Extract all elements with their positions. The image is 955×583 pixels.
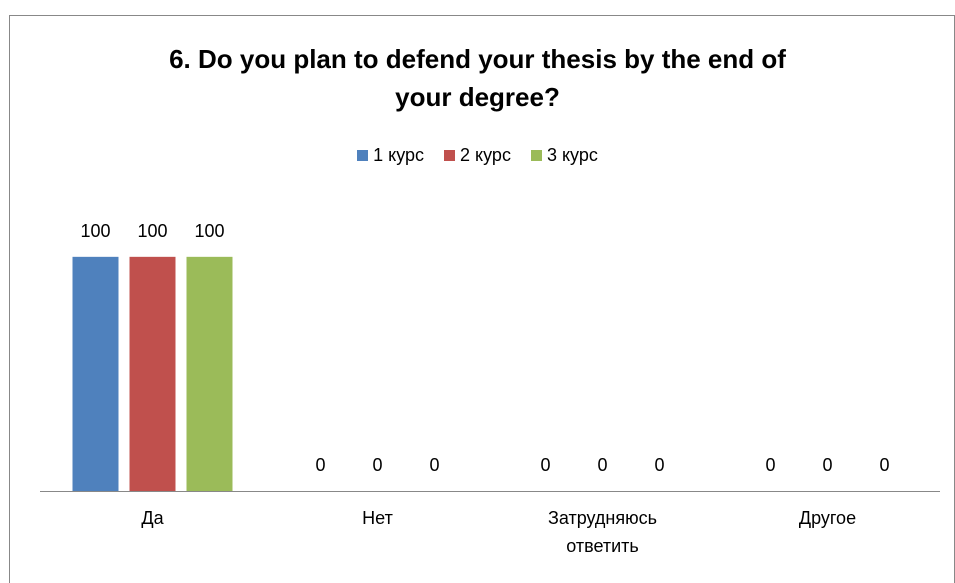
- chart-title: 6. Do you plan to defend your thesis by …: [169, 44, 786, 112]
- x-tick-label: Другое: [798, 508, 857, 528]
- legend-label: 3 курс: [546, 145, 598, 165]
- data-label: 0: [879, 455, 889, 475]
- bar: [129, 256, 176, 491]
- legend-swatch: [357, 150, 369, 161]
- data-label: 0: [315, 455, 325, 475]
- data-label: 0: [597, 455, 607, 475]
- x-tick-label: Да: [141, 508, 164, 528]
- legend-item: 2 курс: [444, 145, 511, 166]
- legend: 1 курс 2 курс 3 курс: [0, 145, 955, 166]
- legend-label: 1 курс: [373, 145, 425, 165]
- data-label: 0: [540, 455, 550, 475]
- bar: [72, 256, 119, 491]
- legend-item: 1 курс: [357, 145, 424, 166]
- data-label: 0: [822, 455, 832, 475]
- legend-swatch: [530, 150, 542, 161]
- data-label: 0: [429, 455, 439, 475]
- data-label: 100: [80, 221, 110, 241]
- legend-swatch: [444, 150, 456, 161]
- legend-label: 2 курс: [460, 145, 511, 165]
- data-label: 0: [765, 455, 775, 475]
- bar: [186, 256, 233, 491]
- data-label: 100: [137, 221, 167, 241]
- data-label: 0: [372, 455, 382, 475]
- x-tick-label: Нет: [362, 508, 393, 528]
- legend-item: 3 курс: [530, 145, 598, 166]
- data-label: 0: [654, 455, 664, 475]
- data-label: 100: [194, 221, 224, 241]
- x-tick-label: Затрудняюсь ответить: [547, 508, 657, 556]
